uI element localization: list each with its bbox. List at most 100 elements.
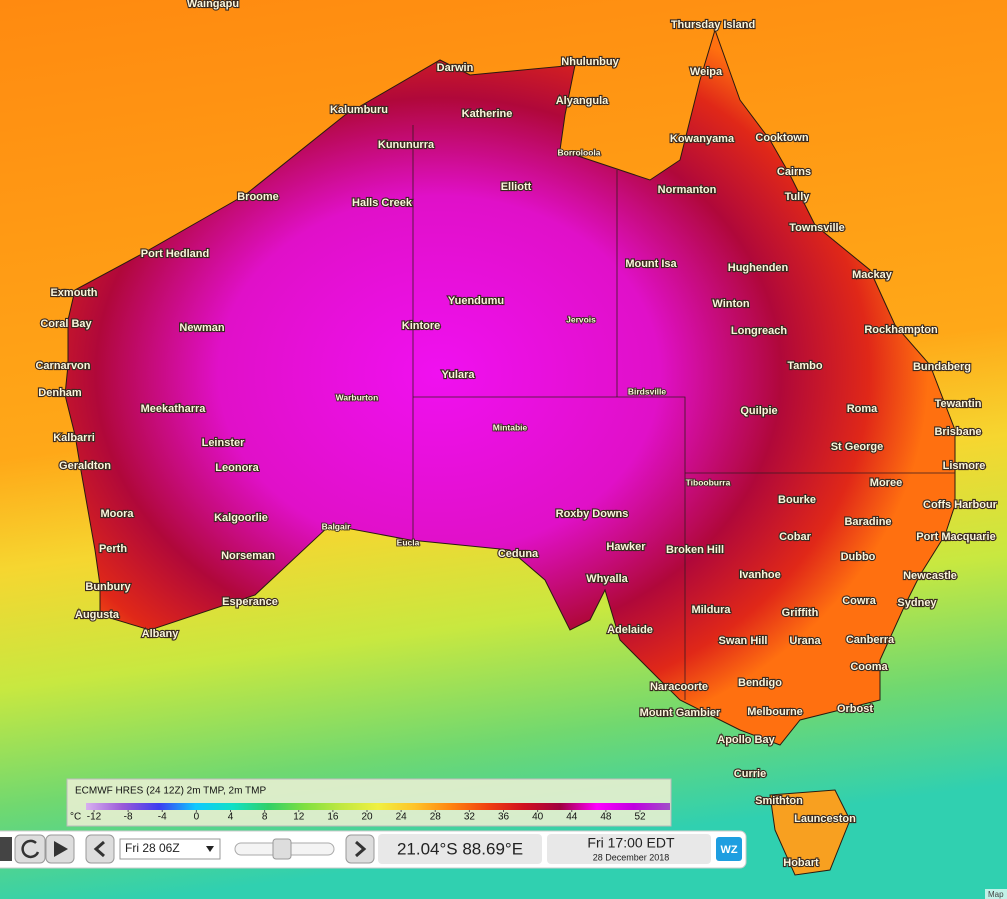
tasmania [769,789,851,876]
place-label: Launceston [794,813,856,825]
australia [64,28,956,746]
place-label: Lismore [943,460,986,472]
place-label: Leonora [215,462,259,474]
scale-tick-label: 48 [600,812,612,823]
place-label: St George [831,441,884,453]
place-label: Warburton [336,392,379,402]
place-label: Naracoorte [650,681,708,693]
scale-tick-label: 0 [194,812,200,823]
time-box [547,834,711,864]
scale-tick-label: 52 [634,812,646,823]
place-label: Brisbane [934,426,981,438]
place-label: Longreach [731,325,788,337]
legend-box [66,778,672,827]
place-label: Nhulunbuy [561,56,619,68]
place-label: Cobar [779,531,812,543]
place-label: Bundaberg [913,361,971,373]
place-label: Adelaide [607,624,653,636]
place-label: Perth [99,543,127,555]
place-label: Meekatharra [141,403,207,415]
film-button[interactable] [0,837,12,861]
legend-unit: °C [70,812,81,823]
place-label: Port Hedland [141,248,209,260]
scale-tick-label: 32 [464,812,476,823]
date: 28 December 2018 [593,852,670,862]
place-label: Coral Bay [40,318,92,330]
next-icon [355,840,367,858]
next-button[interactable] [345,834,375,864]
prev-button[interactable] [85,834,115,864]
place-label: Orbost [837,703,873,715]
place-label: Smithton [755,795,803,807]
place-label: Tully [785,191,811,203]
refresh-icon [21,839,40,859]
place-label: Tewantin [935,398,982,410]
place-label: Geraldton [59,460,111,472]
place-label: Bunbury [85,581,131,593]
place-label: Baradine [844,516,891,528]
place-label: Griffith [782,607,819,619]
place-label: Tibooburra [686,477,731,487]
place-label: Moree [870,477,902,489]
place-label: Mount Gambier [640,707,721,719]
scale-tick-label: 24 [396,812,408,823]
coordinates: 21.04°S 88.69°E [397,839,523,858]
place-label: Tambo [787,360,823,372]
place-label: Hobart [783,857,819,869]
place-label: Rockhampton [864,324,938,336]
state-borders [412,125,955,700]
place-label: Moora [101,508,135,520]
place-label: Eucla [397,537,420,547]
place-label: Kalgoorlie [214,512,268,524]
place-label: Mount Isa [625,258,677,270]
play-icon [54,841,68,857]
place-label: Cooma [850,661,888,673]
local-time: Fri 17:00 EDT [587,835,675,851]
place-label: Townsville [789,222,844,234]
place-label: Newcastle [903,570,957,582]
place-label: Broome [237,191,279,203]
place-label: Hughenden [728,262,789,274]
place-label: Normanton [658,184,717,196]
time-select[interactable] [119,838,221,860]
place-label: Jervois [566,314,596,324]
place-label: Mintabie [493,422,528,432]
scale-tick-label: 20 [361,812,373,823]
place-label: Kowanyama [670,133,735,145]
place-label: Katherine [462,108,513,120]
scale-tick-label: 4 [228,812,234,823]
place-label: Birdsville [628,386,667,396]
place-label: Exmouth [50,287,97,299]
place-label: Urana [789,635,821,647]
place-label: Coffs Harbour [923,499,998,511]
place-label: Thursday Island [671,19,755,31]
place-label: Hawker [606,541,646,553]
place-label: Leinster [202,437,246,449]
place-label: Borroloola [558,147,601,157]
place-label: Mildura [691,604,731,616]
legend-title: ECMWF HRES (24 12Z) 2m TMP, 2m TMP [75,786,266,797]
scale-tick-label: 8 [262,812,268,823]
place-label: Yuendumu [448,295,504,307]
place-label: Alyangula [556,95,609,107]
place-label: Cooktown [755,132,808,144]
place-label: Cairns [777,166,811,178]
refresh-button[interactable] [14,834,46,864]
place-label: Bourke [778,494,816,506]
place-label: Ivanhoe [739,569,781,581]
slider-handle[interactable] [272,838,292,860]
scale-tick-label: 28 [430,812,442,823]
scale-tick-label: 36 [498,812,510,823]
place-label: Kununurra [378,139,435,151]
logo[interactable] [716,837,742,861]
place-label: Balgair [322,521,352,531]
coordinates-box [378,834,542,864]
place-label: Melbourne [747,706,803,718]
place-label: Kalbarri [53,432,95,444]
place-label: Bendigo [738,677,782,689]
place-label: Roxby Downs [556,508,629,520]
attribution: Map [988,890,1004,899]
place-label: Apollo Bay [717,734,775,746]
time-select-text: Fri 28 06Z [125,841,180,855]
